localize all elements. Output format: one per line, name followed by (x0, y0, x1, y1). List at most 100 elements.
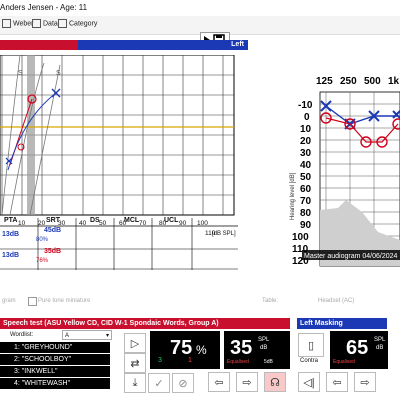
masking-header: Left Masking (297, 318, 387, 329)
curve-label-s1: S (18, 70, 23, 77)
curve-label-s2: S (56, 70, 61, 77)
audiogram: 125 250 500 1k Hearing level [dB] -10 0 … (290, 76, 400, 267)
svg-text:40: 40 (79, 220, 87, 227)
swap-button[interactable]: ⇄ (124, 353, 146, 373)
svg-text:110: 110 (205, 230, 216, 237)
toolbar-data[interactable]: Data (32, 19, 58, 28)
masking-display: 65 SPL dB Equalised (330, 331, 388, 369)
correct-button[interactable]: ✓ (148, 373, 170, 393)
svg-text:70: 70 (139, 220, 147, 227)
level-display: 35 SPL dB Equalised 5dB (224, 331, 290, 369)
svg-text:30: 30 (58, 220, 66, 227)
wordlist-label: Wordlist: (10, 332, 34, 338)
arrow-right-icon: ⇨ (242, 376, 252, 389)
svg-text:125: 125 (316, 76, 333, 87)
step-size: 5dB (264, 359, 273, 365)
wrong-count: 1 (188, 357, 192, 364)
toolbar-category[interactable]: Category (58, 19, 97, 28)
svg-text:[dB SPL]: [dB SPL] (212, 231, 236, 237)
options-row: gram Pure tone miniature Table: Headset … (2, 297, 355, 306)
arrow-left-icon: ⇦ (332, 376, 342, 389)
toolbar: Weber Data Category (0, 16, 400, 50)
masking-volume-button[interactable]: ◁| (298, 372, 320, 392)
svg-text:100: 100 (197, 220, 208, 227)
left-srt-pct: 80% (36, 237, 49, 243)
svg-text:60: 60 (300, 184, 312, 195)
right-point-125[interactable] (320, 112, 332, 124)
data-icon (32, 19, 41, 28)
header-srt: SRT (46, 217, 60, 224)
wordlist-panel: Wordlist: A ▾ 1: "GREYHOUND" 2: "SCHOOLB… (0, 330, 112, 400)
category-icon (58, 19, 67, 28)
svg-text:0: 0 (304, 112, 310, 123)
arrow-left-icon: ⇦ (214, 376, 224, 389)
header-mcl: MCL (124, 217, 140, 224)
svg-text:110: 110 (292, 244, 309, 255)
word-row[interactable]: 3: "INKWELL" (0, 366, 110, 377)
svg-text:500: 500 (364, 76, 381, 87)
toolbar-weber[interactable]: Weber (2, 19, 34, 28)
score-display: 75 % 3 1 (150, 331, 220, 369)
svg-text:80: 80 (159, 220, 167, 227)
right-point-250[interactable] (344, 118, 356, 130)
svg-text:90: 90 (300, 220, 312, 231)
audiogram-ylabel: Hearing level [dB] (290, 172, 296, 220)
svg-text:10: 10 (18, 220, 26, 227)
word-row[interactable]: 4: "WHITEWASH" (0, 378, 110, 389)
svg-text:250: 250 (340, 76, 357, 87)
download-icon: ⤓ (132, 376, 138, 389)
svg-text:60: 60 (119, 220, 127, 227)
svg-text:50: 50 (99, 220, 107, 227)
header-pta: PTA (4, 217, 18, 224)
right-ear-bar (0, 40, 78, 50)
weber-icon (2, 19, 11, 28)
swap-icon: ⇄ (130, 357, 140, 370)
volume-icon: ◁| (303, 376, 315, 389)
svg-text:100: 100 (292, 232, 309, 243)
masking-right-button[interactable]: ⇨ (354, 372, 376, 392)
title-bar: Anders Jensen - Age: 11 (0, 0, 400, 16)
left-pta: 13dB (2, 231, 20, 238)
speech-test-header: Speech test (ASU Yellow CD, CID W-1 Spon… (0, 318, 290, 329)
header-ucl: UCL (164, 217, 179, 224)
left-srt: 45dB (44, 227, 62, 234)
right-pta: 13dB (2, 252, 20, 259)
right-speech-point[interactable] (27, 94, 37, 104)
svg-text:90: 90 (179, 220, 187, 227)
header-ds: DS (90, 217, 100, 224)
correct-count: 3 (158, 357, 162, 364)
ear-button[interactable]: ☊ (264, 372, 286, 392)
level-right-button[interactable]: ⇨ (236, 372, 258, 392)
left-speech-point[interactable] (51, 88, 61, 98)
right-point-1k[interactable] (392, 118, 400, 130)
device-icon: ▯ (307, 339, 315, 352)
masking-device-button[interactable]: ▯ (298, 333, 324, 357)
masking-band (27, 55, 35, 215)
wordlist-select[interactable]: A ▾ (62, 330, 112, 340)
reject-button[interactable]: ⊘ (172, 373, 194, 393)
word-row[interactable]: 2: "SCHOOLBOY" (0, 354, 110, 365)
speech-chart: S S 10 20 30 40 50 60 70 80 90 100 110 [… (0, 55, 236, 237)
patient-name: Anders Jensen - Age: 11 (0, 3, 88, 12)
speech-banana (320, 200, 400, 266)
svg-text:70: 70 (300, 196, 312, 207)
word-row[interactable]: 1: "GREYHOUND" (0, 342, 110, 353)
svg-text:50: 50 (300, 172, 312, 183)
arrow-right-icon: ⇨ (360, 376, 370, 389)
pure-tone-checkbox[interactable] (28, 297, 37, 306)
right-srt: 35dB (44, 248, 62, 255)
svg-text:40: 40 (300, 160, 312, 171)
masking-left-button[interactable]: ⇦ (326, 372, 348, 392)
play-button[interactable]: ▷ (124, 333, 146, 353)
svg-text:20: 20 (300, 136, 312, 147)
right-point-500[interactable] (360, 136, 372, 148)
chevron-down-icon: ▾ (105, 333, 109, 339)
level-left-button[interactable]: ⇦ (208, 372, 230, 392)
right-point-750[interactable] (376, 136, 388, 148)
check-icon: ✓ (154, 377, 164, 390)
svg-text:30: 30 (300, 148, 312, 159)
audiogram-caption: Master audiogram 04/06/2024 (304, 253, 397, 260)
svg-text:10: 10 (300, 124, 312, 135)
download-button[interactable]: ⤓ (124, 373, 146, 393)
svg-text:-10: -10 (298, 100, 313, 111)
